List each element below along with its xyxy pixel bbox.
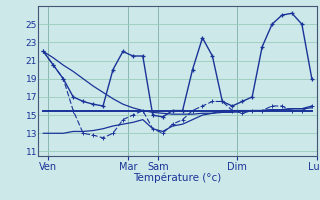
- X-axis label: Température (°c): Température (°c): [133, 173, 222, 183]
